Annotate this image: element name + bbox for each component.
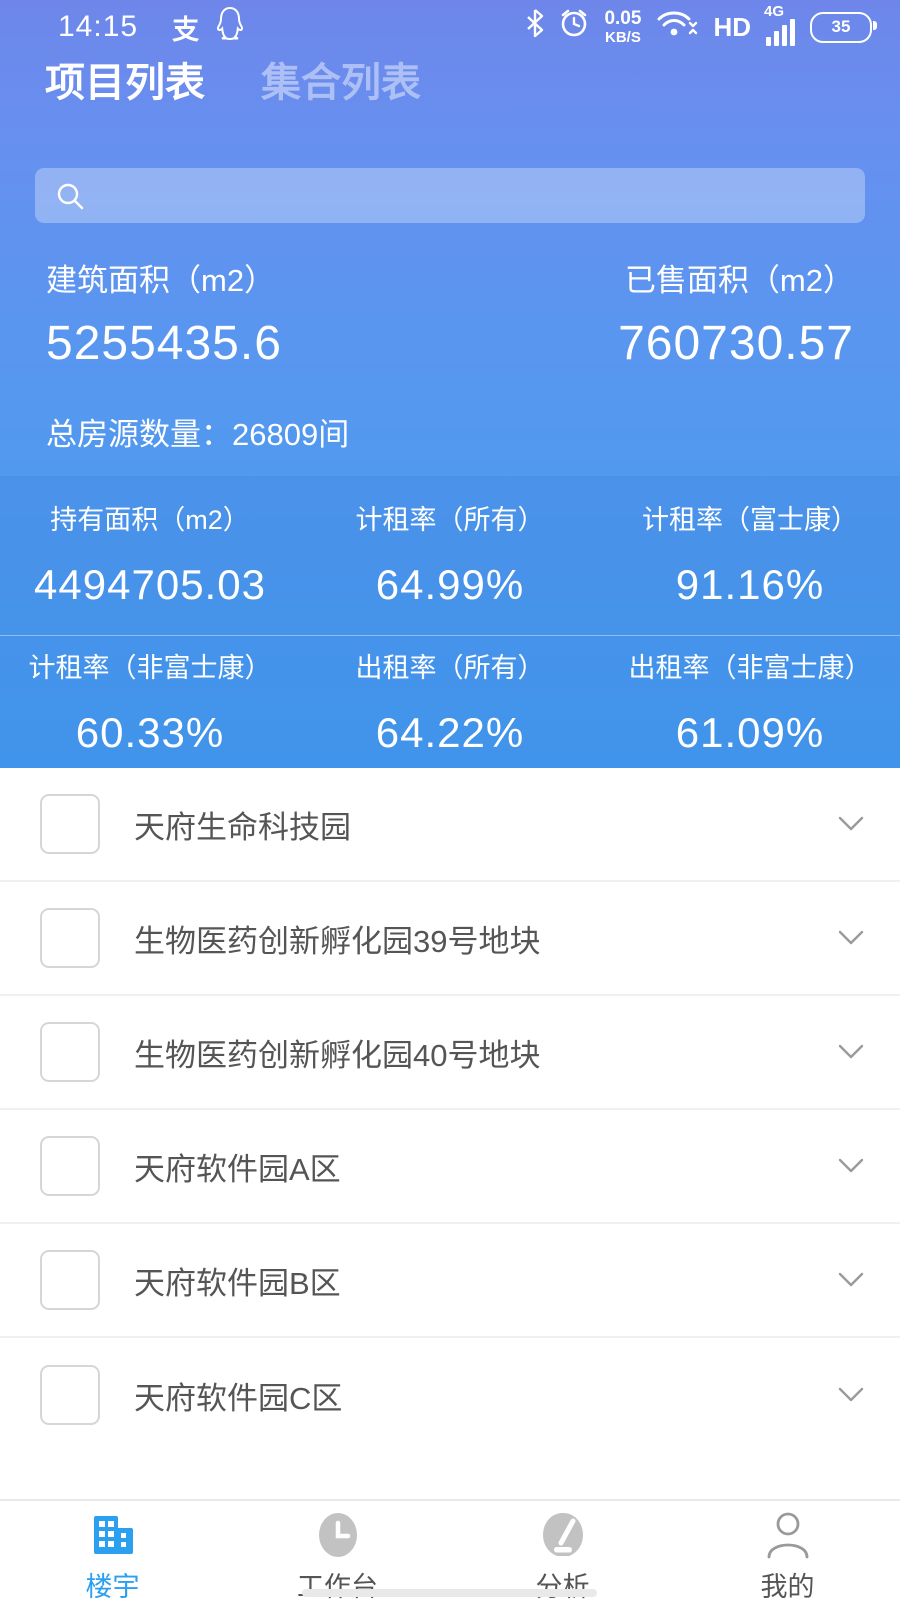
project-name: 天府软件园B区: [134, 1265, 341, 1301]
wifi-icon: [656, 8, 698, 46]
project-name: 生物医药创新孵化园40号地块: [134, 1037, 541, 1073]
metric-value: 64.22%: [375, 709, 525, 756]
project-name: 生物医药创新孵化园39号地块: [134, 923, 541, 959]
project-checkbox[interactable]: [40, 1365, 100, 1425]
speed-value: 0.05: [604, 8, 642, 29]
metrics-panel: 持有面积（m2） 4494705.03 计租率（所有） 64.99% 计租率（富…: [0, 476, 900, 783]
project-row[interactable]: 生物医药创新孵化园39号地块: [0, 882, 900, 996]
bottom-navigation: 楼宇 工作台 分析: [0, 1499, 900, 1602]
metric-rent-rate-all: 计租率（所有） 64.99%: [300, 488, 600, 635]
built-area-value: 5255435.6: [46, 317, 282, 370]
built-area-label: 建筑面积（m2）: [46, 263, 276, 298]
total-rooms-text: 总房源数量：26809间: [46, 417, 350, 452]
area-summary: 建筑面积（m2） 5255435.6 已售面积（m2） 760730.57: [0, 255, 900, 371]
metric-label: 出租率（非富士康）: [628, 653, 872, 683]
project-checkbox[interactable]: [40, 908, 100, 968]
project-checkbox[interactable]: [40, 1250, 100, 1310]
clock-time: 14:15: [58, 10, 139, 43]
project-row[interactable]: 天府软件园B区: [0, 1224, 900, 1338]
project-row[interactable]: 生物医药创新孵化园40号地块: [0, 996, 900, 1110]
project-name: 天府软件园A区: [134, 1151, 341, 1187]
nav-label: 楼宇: [85, 1572, 140, 1602]
nav-buildings[interactable]: 楼宇: [23, 1507, 203, 1604]
buildings-icon: [87, 1507, 139, 1563]
chevron-down-icon[interactable]: [836, 1385, 866, 1405]
built-area-block: 建筑面积（m2） 5255435.6: [46, 255, 282, 371]
metric-value: 61.09%: [675, 709, 825, 756]
project-checkbox[interactable]: [40, 794, 100, 854]
tab-project-list[interactable]: 项目列表: [45, 61, 205, 105]
metric-value: 91.16%: [675, 561, 825, 608]
top-tabs: 项目列表 集合列表: [0, 50, 900, 108]
tab-collection-list[interactable]: 集合列表: [261, 61, 421, 105]
project-row[interactable]: 天府软件园C区: [0, 1338, 900, 1452]
nav-workbench[interactable]: 工作台: [248, 1507, 428, 1604]
clock-icon: [312, 1507, 364, 1563]
alarm-clock-icon: [559, 8, 589, 46]
metric-label: 出租率（所有）: [355, 653, 545, 683]
nav-label: 工作台: [297, 1572, 378, 1602]
metric-label: 计租率（富士康）: [642, 505, 858, 535]
speed-unit: KB/S: [605, 29, 641, 46]
metric-label: 持有面积（m2）: [50, 505, 250, 535]
bluetooth-icon: [526, 8, 544, 46]
nav-label: 我的: [760, 1572, 815, 1602]
signal-bars-icon: 4G: [764, 3, 795, 46]
metric-occupancy-nonfoxconn: 出租率（非富士康） 61.09%: [600, 636, 900, 783]
chevron-down-icon[interactable]: [836, 1156, 866, 1176]
status-bar: 14:15 支: [0, 0, 900, 48]
home-indicator[interactable]: [302, 1589, 597, 1597]
nav-profile[interactable]: 我的: [698, 1507, 878, 1604]
project-name: 天府生命科技园: [134, 809, 351, 845]
project-name: 天府软件园C区: [134, 1380, 343, 1416]
alipay-icon: 支: [172, 14, 200, 45]
chevron-down-icon[interactable]: [836, 814, 866, 834]
chevron-down-icon[interactable]: [836, 1042, 866, 1062]
person-icon: [762, 1507, 814, 1563]
chevron-down-icon[interactable]: [836, 928, 866, 948]
project-row[interactable]: 天府生命科技园: [0, 768, 900, 882]
qq-penguin-icon: [215, 6, 245, 48]
system-status-icons: 0.05 KB/S HD 4G: [526, 3, 877, 46]
metric-rent-rate-nonfoxconn: 计租率（非富士康） 60.33%: [0, 636, 300, 783]
network-type: 4G: [764, 2, 785, 20]
metric-value: 60.33%: [75, 709, 225, 756]
sold-area-label: 已售面积（m2）: [624, 263, 854, 298]
project-checkbox[interactable]: [40, 1136, 100, 1196]
battery-icon: 35: [810, 11, 877, 43]
sold-area-value: 760730.57: [618, 317, 854, 370]
project-checkbox[interactable]: [40, 1022, 100, 1082]
metric-rent-rate-foxconn: 计租率（富士康） 91.16%: [600, 488, 900, 635]
network-speed: 0.05 KB/S: [604, 9, 641, 45]
chevron-down-icon[interactable]: [836, 1270, 866, 1290]
header-area: 14:15 支: [0, 0, 900, 813]
metric-value: 4494705.03: [34, 561, 266, 608]
sold-area-block: 已售面积（m2） 760730.57: [618, 255, 854, 371]
battery-percent: 35: [831, 17, 851, 36]
gauge-icon: [537, 1507, 589, 1563]
metric-label: 计租率（非富士康）: [28, 653, 272, 683]
project-row[interactable]: 天府软件园A区: [0, 1110, 900, 1224]
search-container: [35, 168, 865, 223]
notification-icons: 支: [172, 6, 245, 48]
nav-label: 分析: [535, 1572, 590, 1602]
metric-value: 64.99%: [375, 561, 525, 608]
hd-indicator: HD: [713, 11, 751, 42]
metrics-divider: [0, 635, 900, 636]
search-input[interactable]: [35, 168, 865, 223]
metric-label: 计租率（所有）: [355, 505, 545, 535]
metric-held-area: 持有面积（m2） 4494705.03: [0, 488, 300, 635]
project-list: 天府生命科技园 生物医药创新孵化园39号地块 生物医药创新孵化园40号地块 天府…: [0, 768, 900, 1452]
nav-analysis[interactable]: 分析: [473, 1507, 653, 1604]
metric-occupancy-all: 出租率（所有） 64.22%: [300, 636, 600, 783]
